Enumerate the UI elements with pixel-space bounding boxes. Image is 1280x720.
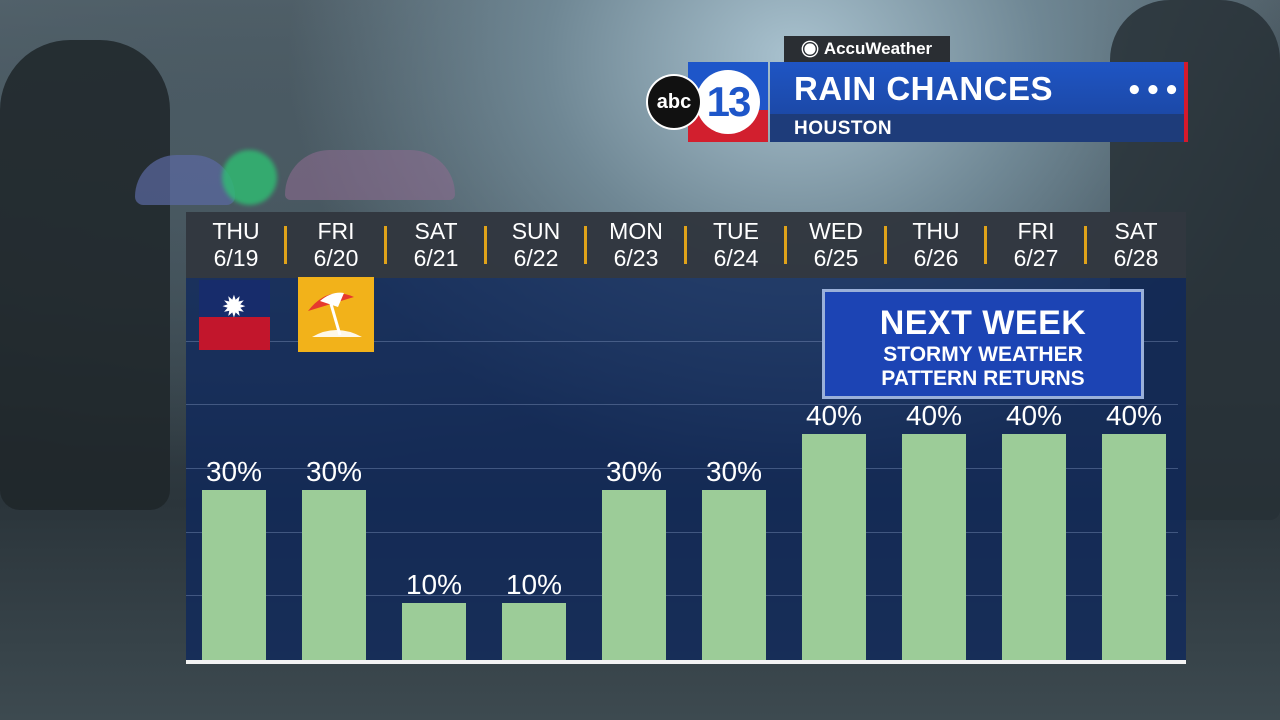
day-header-4: MON 6/23 bbox=[586, 212, 687, 278]
rain-chance-bar bbox=[702, 490, 766, 660]
rain-chance-bar bbox=[802, 433, 866, 660]
background-person-left bbox=[0, 40, 170, 510]
day-separator bbox=[284, 226, 287, 264]
day-name-label: FRI bbox=[317, 218, 355, 244]
day-header-8: FRI 6/27 bbox=[986, 212, 1087, 278]
title-bar: RAIN CHANCES HOUSTON ••• bbox=[770, 62, 1188, 142]
rain-chance-value-label: 30% bbox=[205, 456, 263, 488]
rain-chance-bar bbox=[602, 490, 666, 660]
day-date-label: 6/19 bbox=[213, 245, 259, 271]
day-header-5: TUE 6/24 bbox=[686, 212, 787, 278]
day-date-label: 6/22 bbox=[513, 245, 559, 271]
day-header-7: THU 6/26 bbox=[886, 212, 987, 278]
rain-chance-value-label: 40% bbox=[905, 399, 963, 431]
day-date-label: 6/23 bbox=[613, 245, 659, 271]
rain-chance-value-label: 30% bbox=[305, 456, 363, 488]
day-name-label: FRI bbox=[1017, 218, 1055, 244]
callout-line-2: PATTERN RETURNS bbox=[881, 367, 1085, 390]
beach-umbrella-icon bbox=[298, 277, 374, 352]
next-week-callout: NEXT WEEK STORMY WEATHER PATTERN RETURNS bbox=[822, 289, 1144, 399]
rain-chance-value-label: 40% bbox=[805, 399, 863, 431]
day-name-label: MON bbox=[609, 218, 663, 244]
rain-chance-value-label: 10% bbox=[405, 569, 463, 601]
day-header-1: FRI 6/20 bbox=[286, 212, 387, 278]
day-name-label: WED bbox=[809, 218, 863, 244]
day-name-label: TUE bbox=[713, 218, 759, 244]
day-name-label: SAT bbox=[414, 218, 458, 244]
accuweather-tag: AccuWeather bbox=[784, 36, 950, 62]
day-separator bbox=[884, 226, 887, 264]
rain-chance-value-label: 40% bbox=[1105, 399, 1163, 431]
rain-chance-bar bbox=[502, 603, 566, 660]
day-separator bbox=[1084, 226, 1087, 264]
gridline bbox=[186, 531, 1178, 533]
day-date-label: 6/25 bbox=[813, 245, 859, 271]
day-separator bbox=[384, 226, 387, 264]
day-header-2: SAT 6/21 bbox=[386, 212, 487, 278]
day-name-label: SUN bbox=[511, 218, 561, 244]
callout-heading: NEXT WEEK bbox=[879, 304, 1087, 342]
gridline bbox=[186, 468, 1178, 469]
location-subtitle: HOUSTON bbox=[794, 118, 893, 139]
rain-chance-bar bbox=[202, 490, 266, 660]
day-separator bbox=[784, 226, 787, 264]
day-separator bbox=[584, 226, 587, 264]
callout-line-1: STORMY WEATHER bbox=[883, 343, 1083, 366]
day-date-label: 6/28 bbox=[1113, 245, 1159, 271]
brand-tag-label: AccuWeather bbox=[823, 39, 933, 58]
day-date-label: 6/26 bbox=[913, 245, 959, 271]
day-header-9: SAT 6/28 bbox=[1086, 212, 1186, 278]
rain-chance-value-label: 40% bbox=[1005, 399, 1063, 431]
day-header-row: THU 6/19 FRI 6/20 SAT 6/21 SUN 6/22 MON 6/23 TUE 6/… bbox=[186, 212, 1186, 278]
day-separator bbox=[984, 226, 987, 264]
rain-chance-bar bbox=[402, 603, 466, 660]
day-separator bbox=[484, 226, 487, 264]
day-name-label: THU bbox=[212, 218, 260, 244]
rain-chance-bar bbox=[902, 433, 966, 660]
sun-icon bbox=[804, 43, 816, 55]
background-green-light bbox=[222, 150, 277, 205]
gridline bbox=[186, 595, 1178, 597]
rain-chance-value-label: 30% bbox=[605, 456, 663, 488]
gridline bbox=[186, 340, 1178, 342]
gridline bbox=[186, 404, 1178, 406]
background-umbrella-pink bbox=[285, 150, 455, 200]
day-header-6: WED 6/25 bbox=[786, 212, 887, 278]
day-header-0: THU 6/19 bbox=[186, 212, 287, 278]
chart-baseline bbox=[186, 660, 1186, 664]
rain-chance-value-label: 10% bbox=[505, 569, 563, 601]
day-separator bbox=[684, 226, 687, 264]
rain-chance-bar bbox=[302, 490, 366, 660]
station-number: 13 bbox=[706, 78, 752, 125]
more-dots-icon: ••• bbox=[1126, 76, 1182, 106]
day-name-label: THU bbox=[912, 218, 960, 244]
day-date-label: 6/21 bbox=[413, 245, 459, 271]
rain-chance-value-label: 30% bbox=[705, 456, 763, 488]
day-name-label: SAT bbox=[1114, 218, 1158, 244]
page-title: RAIN CHANCES bbox=[794, 70, 1054, 107]
day-header-3: SUN 6/22 bbox=[486, 212, 587, 278]
chart-plot-area: 30% 30% 10% 10% 30% 30% 40% 40% 40% 40% bbox=[186, 278, 1186, 664]
abc-logo: abc bbox=[648, 76, 700, 128]
rain-chance-bar bbox=[1002, 433, 1066, 660]
day-date-label: 6/20 bbox=[313, 245, 359, 271]
juneteenth-flag-icon: ✹ bbox=[199, 280, 270, 350]
day-date-label: 6/24 bbox=[713, 245, 759, 271]
station-logo: 13 bbox=[688, 62, 768, 142]
rain-chance-bar bbox=[1102, 433, 1166, 660]
background-umbrella-blue bbox=[135, 155, 235, 205]
day-date-label: 6/27 bbox=[1013, 245, 1059, 271]
